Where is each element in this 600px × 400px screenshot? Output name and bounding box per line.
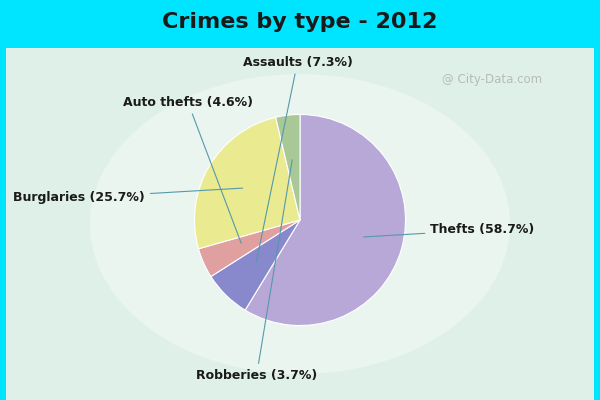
Text: Auto thefts (4.6%): Auto thefts (4.6%)	[123, 96, 253, 243]
Wedge shape	[199, 220, 300, 276]
Wedge shape	[245, 114, 406, 326]
Text: Burglaries (25.7%): Burglaries (25.7%)	[13, 188, 242, 204]
Text: Assaults (7.3%): Assaults (7.3%)	[242, 56, 352, 262]
Text: Robberies (3.7%): Robberies (3.7%)	[196, 160, 317, 382]
Text: Crimes by type - 2012: Crimes by type - 2012	[163, 12, 437, 32]
Ellipse shape	[90, 74, 510, 374]
Wedge shape	[211, 220, 300, 310]
Text: Thefts (58.7%): Thefts (58.7%)	[364, 224, 535, 237]
Text: @ City-Data.com: @ City-Data.com	[442, 74, 542, 86]
Wedge shape	[194, 117, 300, 249]
Bar	[6, 48, 594, 400]
Wedge shape	[275, 114, 300, 220]
